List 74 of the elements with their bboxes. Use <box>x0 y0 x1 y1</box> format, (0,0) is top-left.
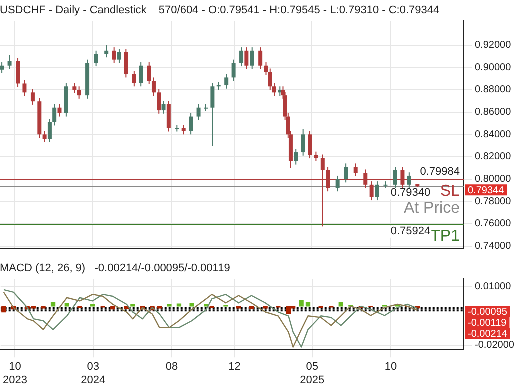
x-tick-label: 10 2023 <box>2 361 28 386</box>
candlestick <box>139 62 144 88</box>
candlestick <box>58 104 62 118</box>
ref-line-label: SL <box>440 182 460 200</box>
y-tick-label: 0.76000 <box>475 218 512 230</box>
text: -0.00119 <box>468 318 508 330</box>
candlestick <box>196 104 201 121</box>
y-tick-label: 0.01000 <box>475 282 512 293</box>
candlestick <box>264 62 268 76</box>
candlestick <box>157 88 162 114</box>
candlestick <box>152 77 156 97</box>
y-tick-label: 0.82000 <box>475 152 512 163</box>
candlestick <box>232 59 236 82</box>
text: -0.00095 <box>468 307 508 318</box>
candlestick <box>8 54 12 70</box>
candlestick <box>294 148 298 166</box>
chart-title: USDCHF - Daily - Candlestick 570/604 - O:0.79541 - H:0.79545 - L:0.79310 - C:0.79344 <box>0 4 440 17</box>
candlestick <box>52 104 57 126</box>
x-tick-label: 08 <box>166 361 178 374</box>
candlestick <box>166 100 171 132</box>
y-tick-label: 0.92000 <box>475 40 512 52</box>
y-tick-label: 0.88000 <box>475 84 512 96</box>
candlestick <box>124 48 128 78</box>
candlestick <box>301 128 306 156</box>
candlestick <box>16 58 20 88</box>
candlestick <box>162 100 166 114</box>
candlestick <box>147 62 152 85</box>
y-tick-label: 0.86000 <box>475 107 512 118</box>
x-tick-label: 03 2024 <box>81 361 106 386</box>
y-tick-label: 0.78000 <box>475 196 512 208</box>
x-tick-label: 10 <box>384 361 398 374</box>
ref-line-label: At Price <box>404 200 460 218</box>
annotation: 0.79984 <box>420 166 460 178</box>
candlestick <box>224 74 229 90</box>
candlestick <box>244 47 249 70</box>
candlestick <box>117 48 122 64</box>
candlestick <box>314 151 318 162</box>
candlestick <box>42 130 47 143</box>
candlestick <box>112 47 116 64</box>
candlestick <box>308 130 312 160</box>
candlestick <box>336 175 340 192</box>
text: 0.79344 <box>468 185 505 196</box>
candlestick <box>104 44 109 58</box>
y-tick-label: 0.90000 <box>475 62 512 74</box>
candlestick <box>240 47 244 68</box>
candlestick <box>344 163 348 184</box>
candlestick <box>48 118 52 143</box>
candlestick <box>210 82 215 147</box>
candlestick <box>72 82 77 94</box>
candlestick <box>258 47 263 70</box>
candlestick <box>94 50 98 68</box>
candlestick <box>182 124 186 136</box>
chart-title: MACD (12, 26, 9) -0.00214/-0.00095/-0.00119 <box>0 262 230 275</box>
y-tick-label: 0.74000 <box>475 241 512 252</box>
x-tick-label: 12 <box>228 361 241 374</box>
candlestick <box>77 86 82 100</box>
y-tick-label: 0.84000 <box>475 129 512 140</box>
candlestick <box>0 62 4 74</box>
ref-line-label: TP1 <box>430 228 460 246</box>
candlestick <box>394 166 398 189</box>
candlestick <box>22 80 27 97</box>
candlestick <box>132 70 136 88</box>
candlestick <box>30 88 35 106</box>
y-tick-label: 0.80000 <box>475 174 512 186</box>
candlestick <box>354 163 358 177</box>
candlestick <box>250 47 254 70</box>
annotation: 0.75924 <box>390 225 431 238</box>
candlestick <box>189 112 194 136</box>
candlestick <box>375 181 380 202</box>
annotation: 0.79340 <box>390 187 431 200</box>
candlestick <box>407 172 412 189</box>
x-tick-label: 05 2025 <box>300 361 325 386</box>
text: -0.00214 <box>468 329 508 340</box>
y-tick-label: -0.02000 <box>475 340 515 352</box>
